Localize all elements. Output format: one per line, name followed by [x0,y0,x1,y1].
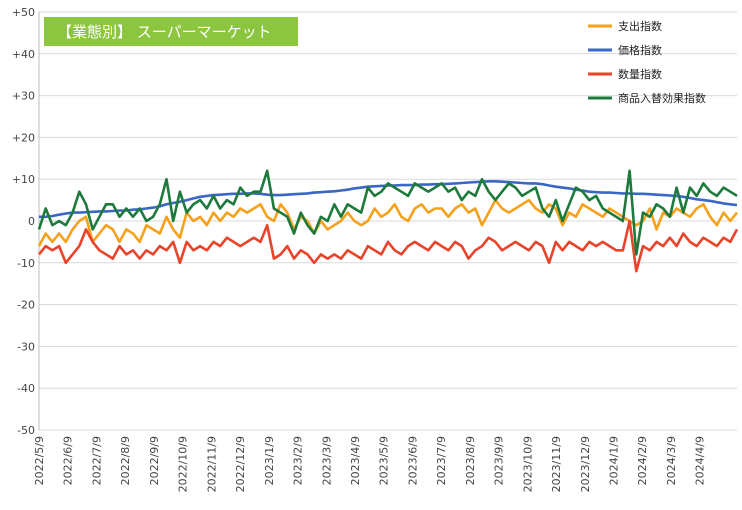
x-tick-label: 2023/11/9 [550,436,563,492]
x-tick-label: 2023/8/9 [464,436,477,485]
y-tick-label: -10 [17,257,35,270]
y-tick-label: -20 [17,299,35,312]
series-line-2 [39,180,738,219]
x-tick-label: 2023/9/9 [493,436,506,485]
legend-label: 商品入替効果指数 [618,91,706,105]
x-tick-label: 2023/6/9 [406,436,419,485]
x-tick-label: 2022/12/9 [234,436,247,492]
y-tick-label: -50 [17,424,35,437]
y-tick-label: 0 [28,215,35,228]
x-tick-label: 2024/4/9 [694,436,707,485]
legend-label: 価格指数 [618,43,662,57]
x-tick-label: 2022/6/9 [62,436,75,485]
series-line-1 [37,198,739,247]
x-tick-label: 2022/9/9 [148,436,161,485]
series-line-4 [37,169,738,256]
y-axis-ticks: +50 +40 +30 +20 +10 0 -10 -20 -30 -40 -50 [12,6,35,437]
y-tick-label: +40 [12,48,35,61]
x-tick-label: 2023/1/9 [263,436,276,485]
x-tick-label: 2023/7/9 [435,436,448,485]
y-tick-label: -40 [17,382,35,395]
x-tick-label: 2023/4/9 [349,436,362,485]
y-tick-label: -30 [17,340,35,353]
x-tick-label: 2022/7/9 [90,436,103,485]
x-tick-label: 2022/10/9 [177,436,190,492]
grid-lines [38,11,737,431]
x-tick-label: 2024/1/9 [608,436,621,485]
legend-label: 数量指数 [618,67,662,81]
x-tick-label: 2024/2/9 [636,436,649,485]
chart-title-text: 【業態別】 スーパーマーケット [57,23,272,41]
y-tick-label: +20 [12,131,35,144]
y-tick-label: +10 [12,173,35,186]
series-lines [37,169,739,273]
y-tick-label: +30 [12,90,35,103]
x-tick-label: 2022/8/9 [119,436,132,485]
chart-title-box [44,17,298,46]
x-tick-label: 2022/5/9 [33,436,46,485]
x-tick-label: 2023/5/9 [378,436,391,485]
x-axis-ticks: 2022/5/9 2022/6/9 2022/7/9 2022/8/9 2022/9/9… [33,436,707,492]
x-tick-label: 2023/12/9 [579,436,592,492]
x-tick-label: 2024/3/9 [665,436,678,485]
x-tick-label: 2023/2/9 [292,436,305,485]
x-tick-label: 2022/11/9 [205,436,218,492]
x-tick-label: 2023/3/9 [320,436,333,485]
x-tick-label: 2023/10/9 [521,436,534,492]
y-tick-label: +50 [12,6,35,19]
chart-title: 【業態別】 スーパーマーケット [44,17,298,46]
series-line-3 [37,219,739,273]
legend-label: 支出指数 [618,19,662,33]
